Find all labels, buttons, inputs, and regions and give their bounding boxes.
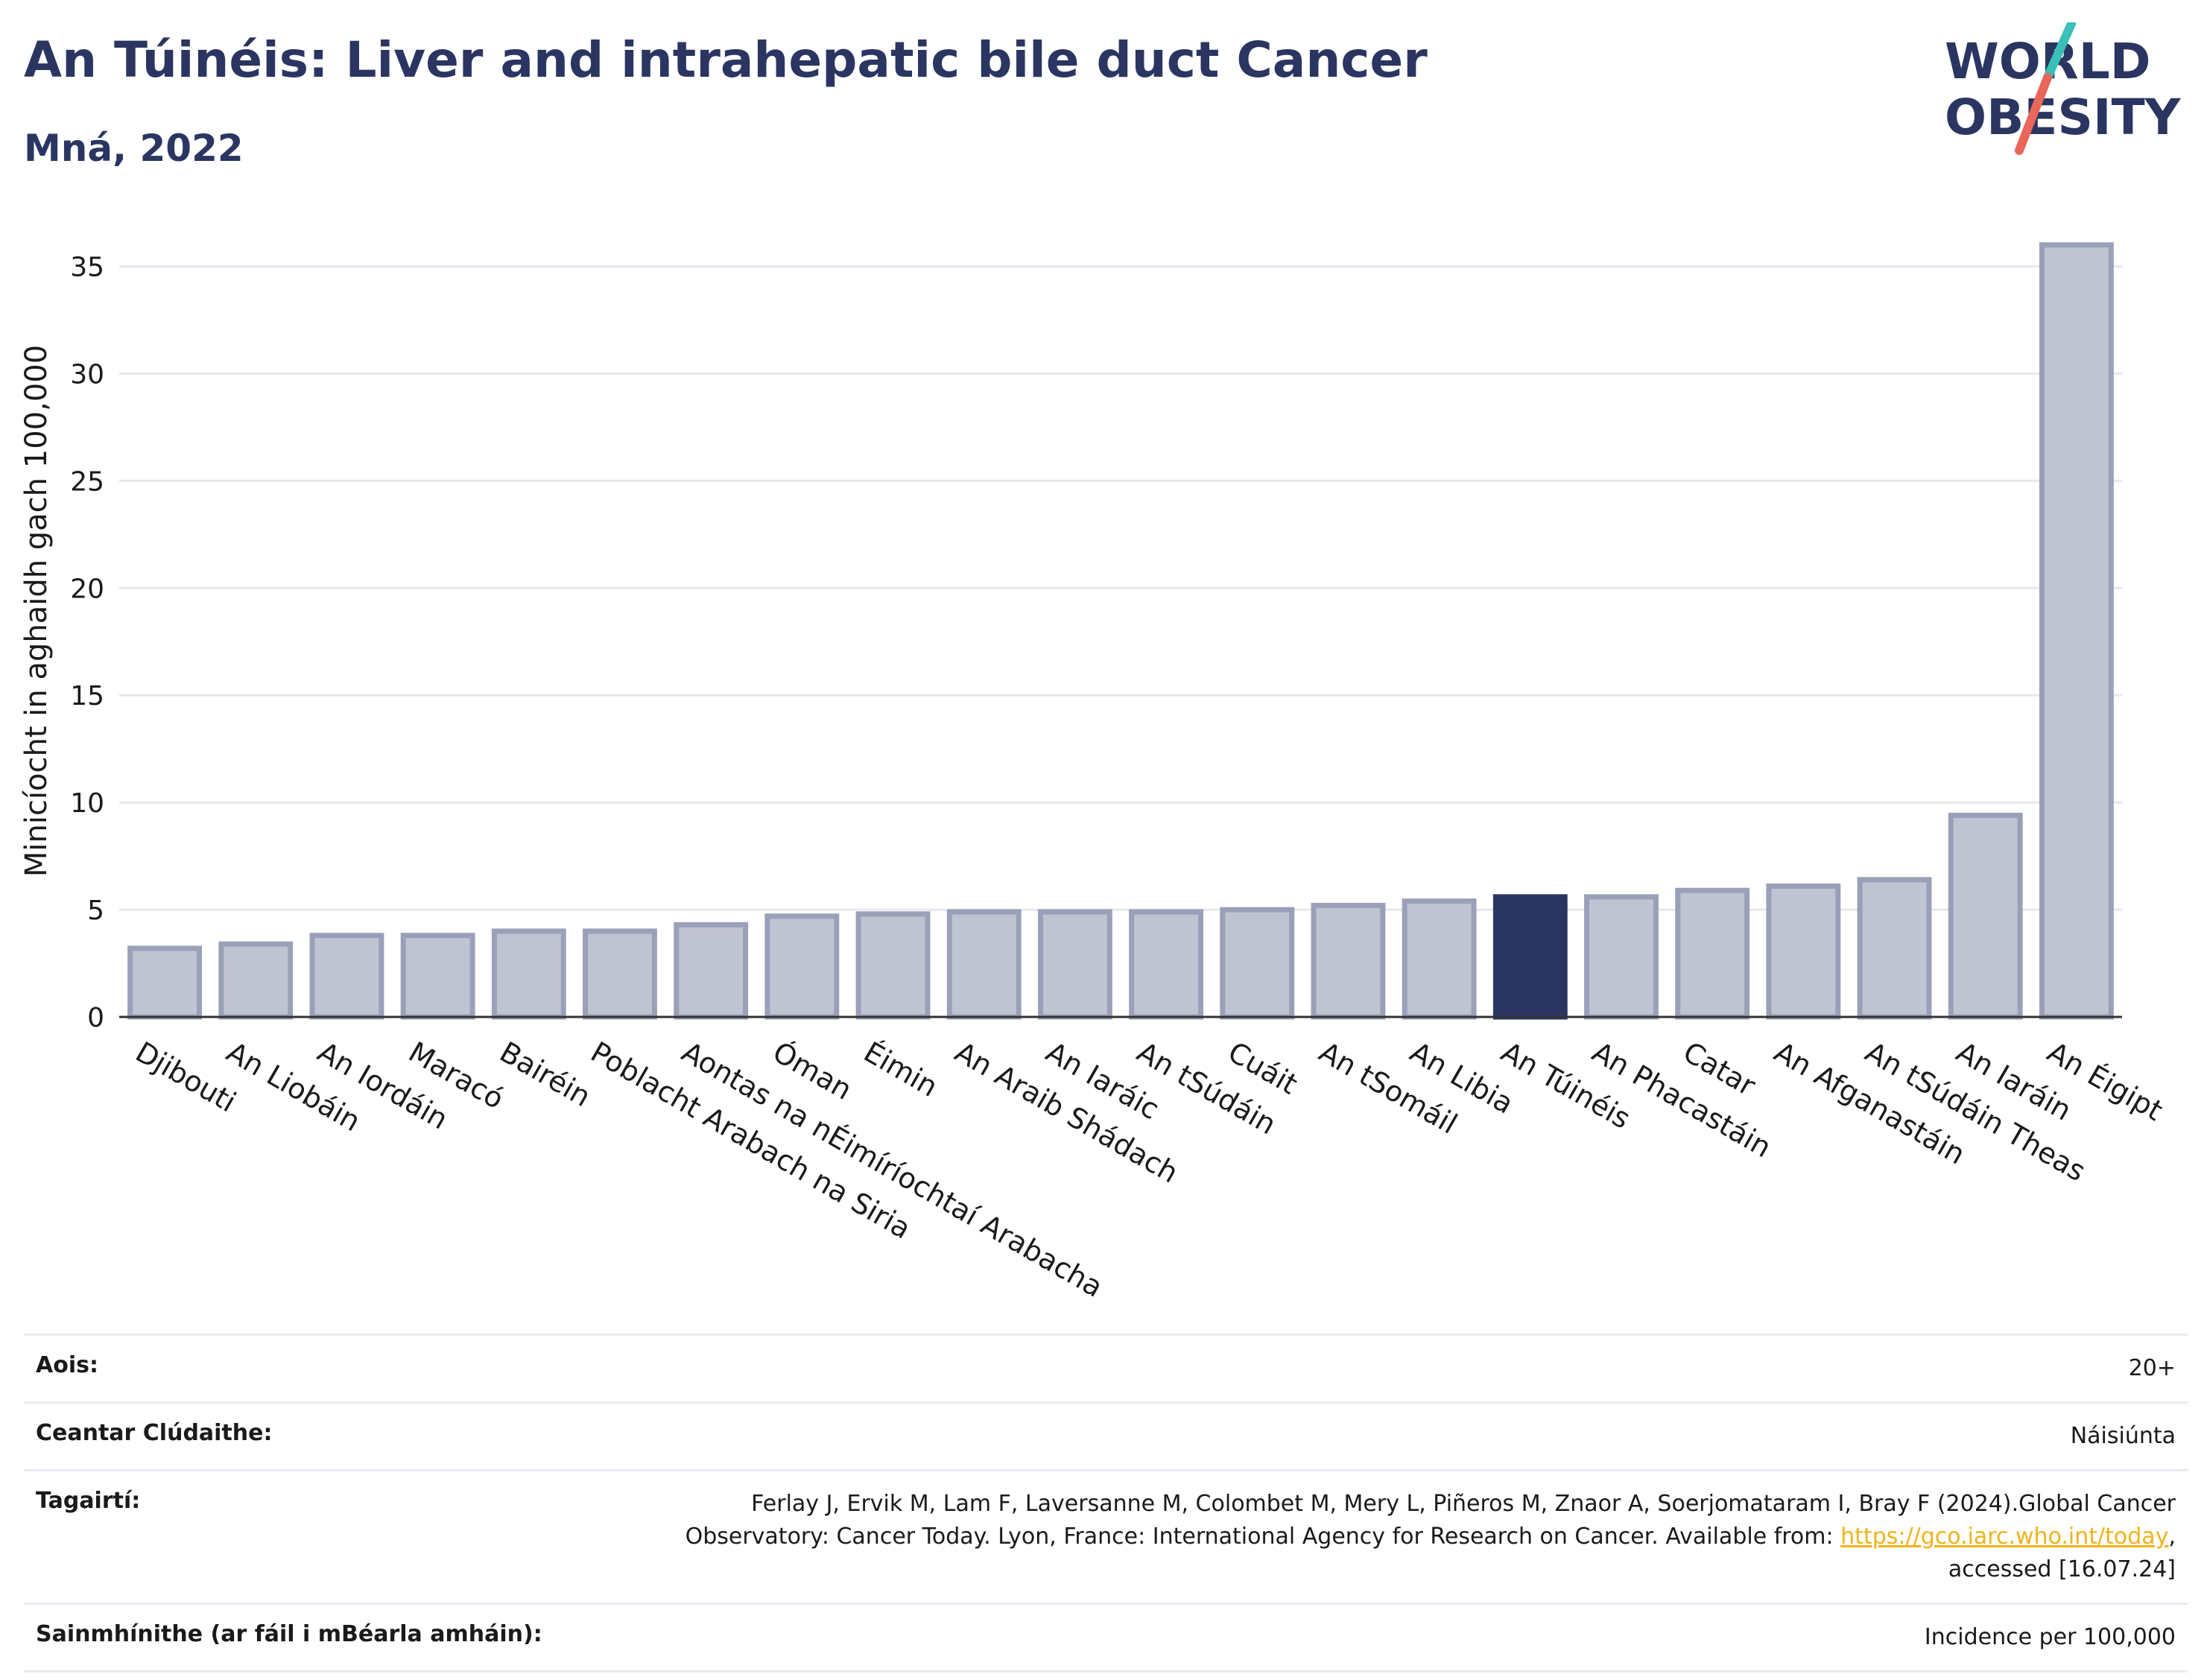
y-tick-label: 5 (87, 896, 104, 926)
age-value: 20+ (2128, 1355, 2176, 1381)
bar-14 (1311, 902, 1386, 1020)
bar-17 (1584, 894, 1659, 1020)
bar-7 (674, 922, 749, 1020)
bar-8 (764, 913, 840, 1020)
grid-lines (119, 265, 2122, 911)
area-label: Ceantar Clúdaithe: (36, 1420, 273, 1446)
references-label: Tagairtí: (36, 1488, 141, 1514)
bar-9 (855, 911, 931, 1020)
bar-12 (1129, 909, 1204, 1020)
definitions-value: Incidence per 100,000 (1924, 1624, 2176, 1650)
bar-20 (1857, 877, 1932, 1020)
bar-1 (127, 945, 203, 1020)
x-tick-label: Bairéin (494, 1036, 596, 1113)
info-row-references: Tagairtí: Ferlay J, Ervik M, Lam F, Lave… (24, 1469, 2188, 1603)
page-subtitle: Mná, 2022 (24, 127, 244, 170)
references-text: Ferlay J, Ervik M, Lam F, Laversanne M, … (685, 1491, 2176, 1550)
definitions-label: Sainmhínithe (ar fáil i mBéarla amháin): (36, 1621, 542, 1647)
info-table: Aois: 20+ Ceantar Clúdaithe: Náisiúnta T… (24, 1334, 2188, 1673)
bar-22 (2039, 242, 2114, 1020)
references-value: Ferlay J, Ervik M, Lam F, Laversanne M, … (611, 1488, 2176, 1586)
world-obesity-logo: WORLD OBESITY (1945, 22, 2182, 155)
info-row-age: Aois: 20+ (24, 1334, 2188, 1401)
x-tick-label: Éimin (858, 1036, 943, 1103)
bar-16 (1492, 894, 1568, 1020)
x-tick-label: Djibouti (130, 1036, 242, 1119)
y-tick-label: 15 (70, 681, 104, 711)
bar-2 (218, 941, 294, 1020)
y-tick-label: 35 (70, 253, 104, 283)
bar-3 (309, 933, 384, 1020)
bar-11 (1037, 909, 1112, 1020)
bar-13 (1220, 907, 1295, 1020)
info-row-definitions: Sainmhínithe (ar fáil i mBéarla amháin):… (24, 1603, 2188, 1673)
y-tick-label: 0 (87, 1003, 104, 1033)
bar-5 (491, 928, 566, 1020)
area-value: Náisiúnta (2070, 1423, 2176, 1449)
y-tick-labels: 0 5 10 15 20 25 30 35 (70, 253, 104, 1033)
y-axis-title: Minicíocht in aghaidh gach 100,000 (19, 345, 54, 877)
bar-15 (1402, 898, 1477, 1020)
logo-text-line2: OBESITY (1945, 89, 2182, 146)
bar-6 (583, 928, 657, 1020)
references-link[interactable]: https://gco.iarc.who.int/today (1840, 1524, 2169, 1550)
age-label: Aois: (36, 1352, 98, 1378)
y-tick-label: 20 (70, 574, 104, 604)
y-tick-label: 30 (70, 359, 104, 390)
bar-21 (1948, 812, 2023, 1020)
references-tail: , accessed [16.07.24] (1948, 1524, 2176, 1582)
y-tick-label: 10 (70, 788, 104, 819)
bar-4 (400, 933, 475, 1020)
bar-18 (1675, 887, 1750, 1020)
bar-19 (1766, 883, 1841, 1020)
page-title: An Túinéis: Liver and intrahepatic bile … (24, 31, 1428, 89)
logo-slash-teal (2043, 22, 2076, 82)
bar-10 (946, 909, 1022, 1020)
y-tick-label: 25 (70, 466, 104, 497)
logo-slash-coral (2015, 73, 2052, 155)
info-row-area: Ceantar Clúdaithe: Náisiúnta (24, 1401, 2188, 1469)
bars (127, 242, 2114, 1020)
